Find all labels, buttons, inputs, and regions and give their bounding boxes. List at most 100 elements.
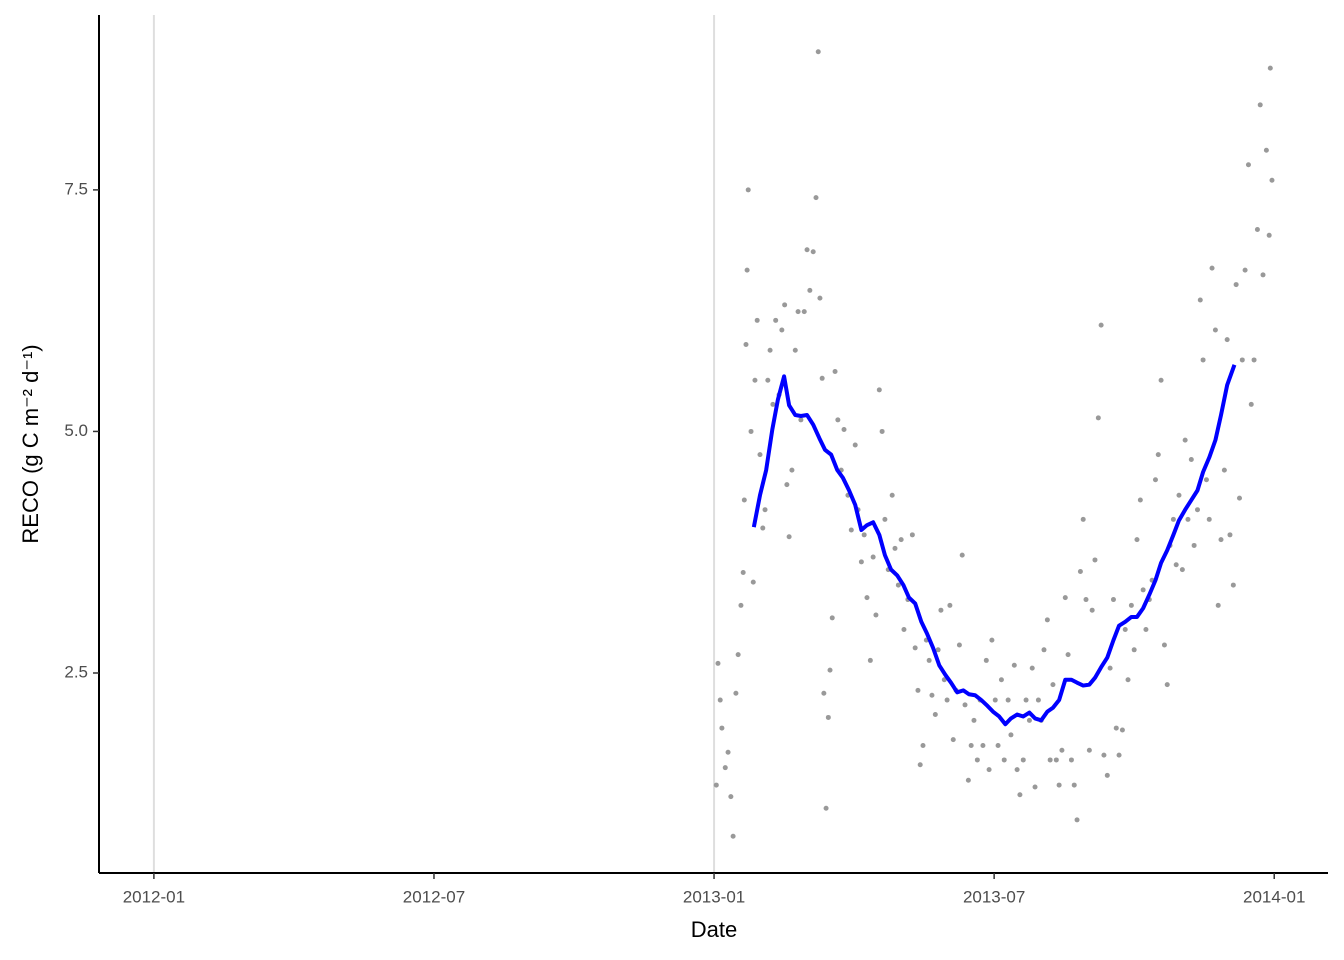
data-point (789, 467, 795, 473)
data-point (829, 615, 835, 621)
data-point (744, 267, 750, 273)
data-point (1119, 727, 1125, 733)
x-tick-label: 2013-07 (963, 887, 1025, 906)
data-point (1221, 467, 1227, 473)
data-point (1026, 717, 1032, 723)
x-tick-label: 2014-01 (1243, 887, 1305, 906)
data-point (1200, 357, 1206, 363)
data-point (1005, 697, 1011, 703)
data-point (950, 737, 956, 743)
data-point (892, 545, 898, 551)
data-point (867, 657, 873, 663)
data-point (735, 652, 741, 658)
data-point (767, 347, 773, 353)
data-point (1267, 65, 1273, 71)
data-point (1248, 401, 1254, 407)
data-point (1215, 602, 1221, 608)
data-point (882, 516, 888, 522)
data-point (917, 762, 923, 768)
x-tick-label: 2012-01 (123, 887, 185, 906)
data-point (773, 317, 779, 323)
data-point (1029, 665, 1035, 671)
data-point (1044, 617, 1050, 623)
data-point (798, 417, 804, 423)
data-point (1062, 595, 1068, 601)
data-point (915, 687, 921, 693)
data-point (920, 742, 926, 748)
data-point (944, 697, 950, 703)
data-point (760, 525, 766, 531)
data-point (810, 249, 816, 255)
data-point (1158, 377, 1164, 383)
data-point (947, 602, 953, 608)
data-point (1041, 647, 1047, 653)
data-point (1134, 537, 1140, 543)
data-point (861, 532, 867, 538)
data-point (1245, 162, 1251, 168)
data-point (813, 195, 819, 201)
data-point (1011, 662, 1017, 668)
data-point (1101, 752, 1107, 758)
data-point (1092, 557, 1098, 563)
data-point (715, 660, 721, 666)
data-point (1191, 542, 1197, 548)
data-point (876, 387, 882, 393)
data-point (1236, 495, 1242, 501)
data-point (858, 559, 864, 565)
data-point (819, 375, 825, 381)
data-point (815, 49, 821, 55)
data-point (733, 690, 739, 696)
data-point (784, 482, 790, 488)
data-point (1125, 677, 1131, 683)
data-point (762, 507, 768, 513)
data-point (912, 645, 918, 651)
data-point (752, 377, 758, 383)
data-point (823, 805, 829, 811)
data-point (1185, 516, 1191, 522)
data-point (1074, 817, 1080, 823)
data-point (962, 702, 968, 708)
data-point (1113, 725, 1119, 731)
data-point (825, 714, 831, 720)
data-point (1059, 747, 1065, 753)
data-point (889, 492, 895, 498)
data-point (864, 595, 870, 601)
data-point (740, 570, 746, 576)
data-point (956, 642, 962, 648)
data-point (1137, 497, 1143, 503)
data-point (1263, 147, 1269, 153)
data-point (792, 347, 798, 353)
data-point (730, 833, 736, 839)
data-point (1170, 516, 1176, 522)
data-point (1001, 757, 1007, 763)
data-point (750, 579, 756, 585)
data-point (765, 377, 771, 383)
x-axis-title: Date (691, 917, 737, 942)
data-point (1179, 567, 1185, 573)
data-point (901, 627, 907, 633)
data-point (719, 725, 725, 731)
data-point (807, 287, 813, 293)
data-point (926, 657, 932, 663)
data-point (1239, 357, 1245, 363)
data-point (1230, 582, 1236, 588)
data-point (786, 534, 792, 540)
data-point (1182, 437, 1188, 443)
data-point (959, 552, 965, 558)
data-point (1143, 627, 1149, 633)
data-point (738, 602, 744, 608)
data-point (852, 442, 858, 448)
data-point (1242, 267, 1248, 273)
data-point (983, 657, 989, 663)
data-point (989, 637, 995, 643)
data-point (1227, 532, 1233, 538)
data-point (1257, 102, 1263, 108)
data-point (745, 187, 751, 193)
data-point (832, 369, 838, 375)
data-point (1065, 652, 1071, 658)
y-axis-title: RECO (g C m⁻² d⁻¹) (18, 344, 43, 543)
data-point (1260, 272, 1266, 278)
data-point (1050, 682, 1056, 688)
data-point (1194, 507, 1200, 513)
data-point (1080, 516, 1086, 522)
